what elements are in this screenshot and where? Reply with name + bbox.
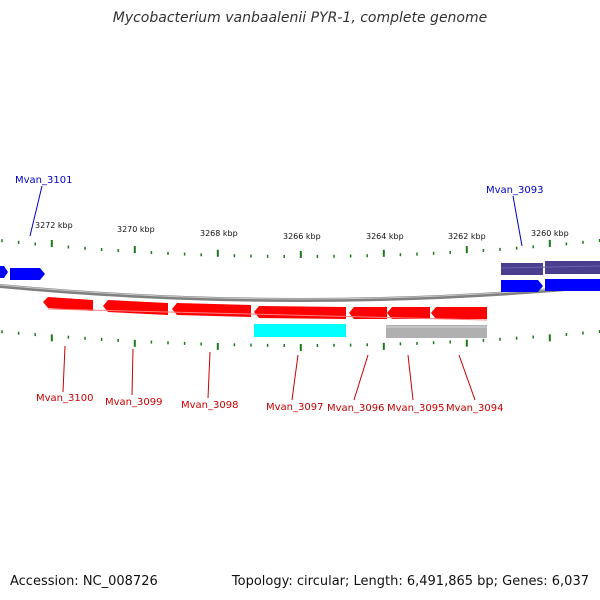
gene-mvan-3094[interactable] [431,307,487,319]
gene-label-mvan-3094[interactable]: Mvan_3094 [446,403,503,414]
gene-reverse-shadow [47,308,488,321]
gene-label-mvan-3093[interactable]: Mvan_3093 [486,185,543,196]
scale-label: 3260 kbp [531,229,569,238]
connector-mvan-3094 [458,354,476,401]
gene-mvan-3099[interactable] [103,300,168,315]
gene-mvan-3097[interactable] [254,306,346,319]
scale-label: 3270 kbp [117,225,155,234]
gene-label-mvan-3095[interactable]: Mvan_3095 [387,403,444,414]
map-title: Mycobacterium vanbaalenii PYR-1, complet… [112,10,488,26]
connector-mvan-3096 [353,354,369,401]
scale-label: 3266 kbp [283,232,321,241]
gene-label-mvan-3097[interactable]: Mvan_3097 [266,402,323,413]
gene-mvan-3100[interactable] [43,297,93,311]
gene-forward-dark-divider [500,265,600,269]
gene-mvan-3093[interactable] [501,280,543,292]
gene-mvan-3096[interactable] [349,307,387,319]
gene-mvan-3098[interactable] [172,303,251,317]
connector-mvan-3098 [207,351,211,399]
gene-label-mvan-3096[interactable]: Mvan_3096 [327,403,384,414]
connector-mvan-3100 [62,345,66,393]
scale-label: 3272 kbp [35,221,73,230]
rna-feature[interactable] [254,324,346,337]
scale-label: 3264 kbp [366,232,404,241]
connector-mvan-3099 [131,348,134,396]
gene-mvan-3101[interactable] [10,268,45,280]
connector-mvan-3093 [512,195,523,247]
genome-backbone [0,284,600,302]
gene-label-mvan-3100[interactable]: Mvan_3100 [36,393,93,404]
gene-mvan-3095[interactable] [387,307,430,319]
gene-label-mvan-3098[interactable]: Mvan_3098 [181,400,238,411]
other-feature[interactable] [386,325,487,338]
accession-label: Accession: NC_008726 [10,574,158,589]
connector-mvan-3097 [291,354,299,401]
gene-label-mvan-3099[interactable]: Mvan_3099 [105,397,162,408]
gene-forward-dark-2[interactable] [545,261,600,274]
scale-ticks-top [1,239,600,258]
scale-ticks-bottom [1,330,600,351]
gene-forward-right[interactable] [545,279,600,291]
gene-forward-left-edge[interactable] [0,266,8,278]
connector-mvan-3101 [29,185,43,237]
scale-label: 3268 kbp [200,229,238,238]
gene-label-mvan-3101[interactable]: Mvan_3101 [15,175,72,186]
scale-label: 3262 kbp [448,232,486,241]
genome-summary-label: Topology: circular; Length: 6,491,865 bp… [231,574,589,589]
gene-forward-dark-1[interactable] [501,263,543,275]
connector-mvan-3095 [407,354,414,401]
